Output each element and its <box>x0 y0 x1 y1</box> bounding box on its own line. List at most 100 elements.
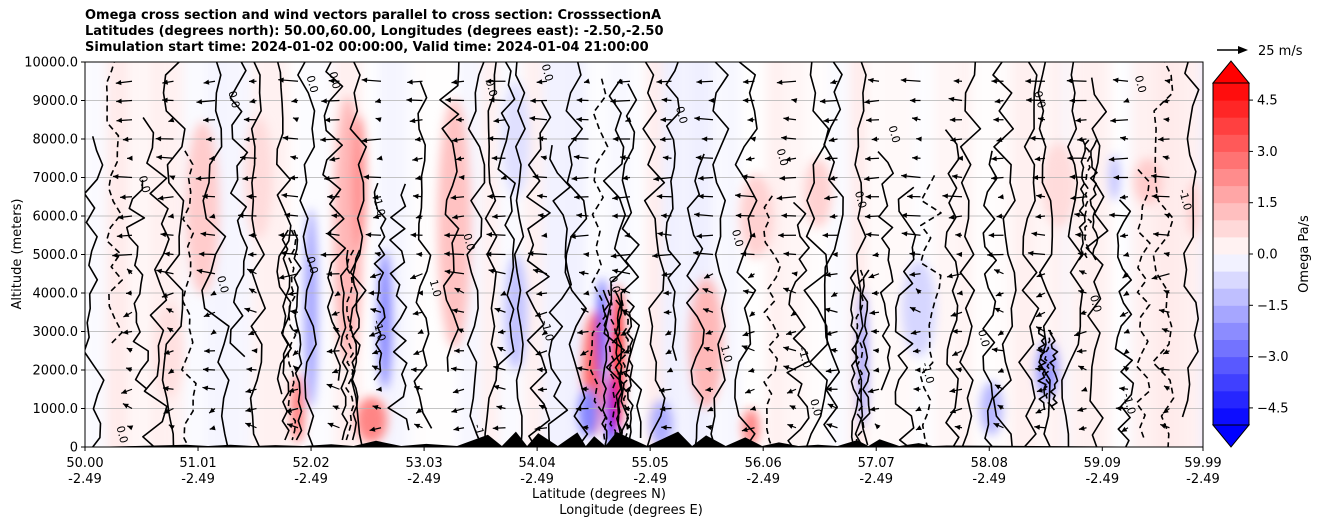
omega-contour <box>849 269 859 446</box>
wind-vector-head <box>571 136 577 142</box>
wind-vector-head <box>783 287 790 293</box>
omega-contour <box>620 83 643 439</box>
wind-vector-head <box>659 136 666 142</box>
wind-vector-head <box>583 290 590 296</box>
wind-vector-head <box>116 117 123 124</box>
wind-vector-head <box>1161 328 1168 334</box>
wind-vector-head <box>994 307 1001 313</box>
wind-vector-head <box>617 79 623 85</box>
wind-vector-head <box>783 365 790 371</box>
wind-vector-head <box>198 251 205 257</box>
wind-vector-head <box>915 367 921 373</box>
wind-vector-head <box>819 98 826 104</box>
wind-vector-head <box>245 407 252 413</box>
wind-vector-head <box>290 155 297 161</box>
wind-vector-head <box>1158 366 1164 372</box>
wind-vector-head <box>706 424 712 431</box>
x-tick-label-longitude: -2.49 <box>68 472 102 487</box>
omega-contour <box>1114 199 1135 447</box>
wind-vector-head <box>912 155 918 161</box>
wind-vector-head <box>1164 78 1171 84</box>
colorbar-level <box>1213 117 1249 135</box>
x-axis-label-latitude: Latitude (degrees N) <box>532 487 666 502</box>
wind-vector-head <box>909 307 916 312</box>
colorbar-level <box>1213 322 1249 340</box>
wind-vector-head <box>952 328 958 335</box>
wind-vector-head <box>333 327 340 333</box>
wind-vector-head <box>1031 231 1038 237</box>
wind-vector-head <box>414 136 421 142</box>
wind-vector-head <box>372 194 379 200</box>
omega-contour <box>349 62 367 447</box>
colorbar-level <box>1213 390 1249 409</box>
wind-vector-head <box>661 213 667 219</box>
omega-blob <box>689 277 723 409</box>
wind-vector-head <box>536 291 543 297</box>
wind-vector-head <box>579 270 585 276</box>
wind-vector-head <box>576 366 583 372</box>
wind-vector-head <box>907 193 913 200</box>
contour-label: 0.0 <box>539 63 556 83</box>
wind-vector-head <box>534 425 541 432</box>
wind-vector-head <box>375 98 382 104</box>
wind-vector-head <box>491 155 498 161</box>
wind-vector-head <box>741 345 748 351</box>
wind-vector-head <box>125 290 132 296</box>
wind-vector-head <box>909 251 916 257</box>
wind-vector-head <box>790 310 797 316</box>
omega-contour <box>1181 62 1200 418</box>
wind-vector-head <box>750 405 757 411</box>
wind-vector-head <box>210 290 217 296</box>
y-tick-label: 3000.0 <box>33 325 79 340</box>
omega-contour <box>297 62 317 447</box>
wind-vector-head <box>993 117 999 123</box>
wind-vector-head <box>698 193 704 199</box>
wind-vector-head <box>202 193 208 199</box>
wind-vector-head <box>1069 97 1075 104</box>
wind-vector-head <box>660 117 666 123</box>
wind-vector-head <box>1123 97 1130 103</box>
wind-vector-head <box>452 214 458 220</box>
wind-vector-head <box>1081 386 1088 392</box>
contour-label: 0.0 <box>807 397 824 417</box>
wind-vector-head <box>292 349 299 356</box>
wind-vector-head <box>988 232 995 238</box>
wind-vector-head <box>871 290 878 296</box>
wind-vector-head <box>542 329 548 336</box>
wind-vector-head <box>493 365 500 371</box>
wind-vector-head <box>414 423 421 429</box>
wind-vector-head <box>117 214 124 220</box>
y-tick-label: 0 <box>70 441 78 456</box>
wind-vector-head <box>121 388 128 394</box>
omega-blob <box>154 302 183 399</box>
wind-vector-head <box>167 327 174 333</box>
wind-vector-head <box>708 97 715 104</box>
wind-vector-head <box>494 307 501 313</box>
colorbar-level <box>1213 373 1249 392</box>
wind-vector-head <box>282 135 289 141</box>
wind-vector-head <box>874 423 881 430</box>
wind-vector-head <box>157 195 164 201</box>
wind-vector-head <box>665 349 672 355</box>
x-tick-label-longitude: -2.49 <box>294 472 328 487</box>
omega-contour <box>1049 329 1059 411</box>
omega-contour <box>894 186 917 447</box>
wind-vector-head <box>410 274 417 280</box>
wind-vector-head <box>127 268 133 275</box>
wind-vector-head <box>209 213 216 219</box>
omega-contour <box>710 62 730 447</box>
wind-vector-head <box>735 193 741 199</box>
wind-vector-head <box>915 406 922 411</box>
wind-vector-head <box>127 425 134 431</box>
y-tick-label: 9000.0 <box>33 94 79 109</box>
wind-vector-head <box>328 78 335 84</box>
omega-contour <box>803 62 830 447</box>
wind-vector-head <box>363 174 370 180</box>
omega-contour <box>1085 77 1109 447</box>
wind-vector-head <box>741 174 748 180</box>
wind-vector-head <box>415 213 422 219</box>
wind-vector-head <box>952 350 959 356</box>
wind-vector-head <box>169 175 176 181</box>
wind-vector-head <box>456 117 462 123</box>
contour-label: 0.0 <box>729 228 746 248</box>
